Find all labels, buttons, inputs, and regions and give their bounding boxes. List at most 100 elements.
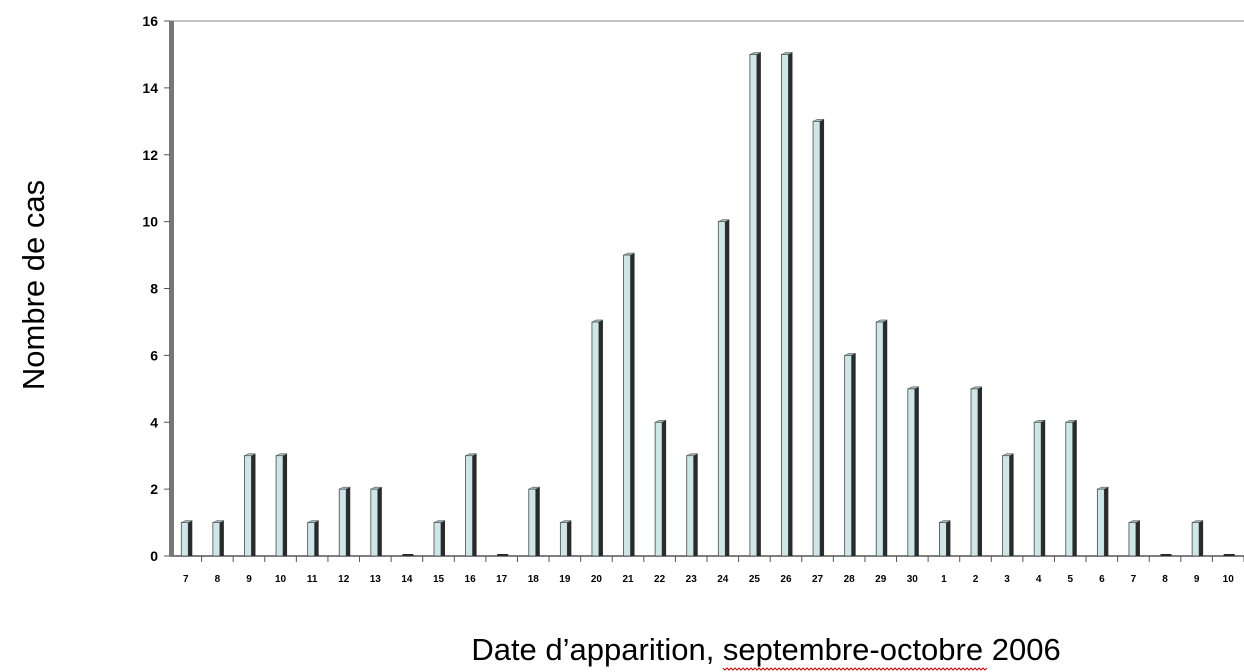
x-tick-label: 28: [844, 574, 856, 585]
bar-side: [630, 253, 635, 556]
bar: [275, 453, 288, 557]
bar-side: [441, 520, 445, 556]
x-tick-label: 12: [338, 574, 350, 585]
bar-face-zero: [1223, 554, 1235, 556]
x-tick-label: 23: [686, 574, 698, 585]
bar-top: [970, 386, 983, 390]
bar: [402, 554, 414, 556]
y-tick-label: 0: [150, 548, 158, 564]
bar: [433, 520, 446, 557]
bar-face: [1128, 522, 1137, 557]
bar: [497, 554, 509, 556]
bar-face: [370, 488, 379, 557]
bar-top: [591, 319, 604, 323]
bar: [875, 319, 888, 557]
x-axis-ticks: 7 8 9 10 11 12 13 14 15 16 17 18 19 20 21 22 23 24 25 26 27 2…: [183, 556, 1244, 585]
bar: [1191, 520, 1204, 557]
bar-face: [970, 388, 979, 557]
bar-side: [883, 319, 888, 556]
bar-face: [1065, 421, 1074, 557]
bar-face: [244, 455, 252, 557]
bar-top: [1002, 453, 1014, 456]
chart-axes: [169, 20, 1244, 557]
x-tick-label: 8: [215, 574, 221, 585]
bar-face-zero: [1160, 554, 1172, 556]
x-tick-label: 9: [246, 574, 252, 585]
x-tick-label: 27: [812, 574, 824, 585]
bar-side: [725, 219, 730, 556]
y-tick-label: 16: [142, 13, 158, 29]
bar-top: [686, 453, 698, 456]
x-tick-label: 30: [907, 574, 919, 585]
x-tick-label: 2: [973, 574, 979, 585]
x-axis-title-months: septembre-octobre: [723, 632, 983, 667]
x-tick-label: 10: [275, 574, 287, 585]
bar: [244, 453, 256, 557]
bar-side: [472, 453, 477, 556]
bar: [939, 520, 951, 557]
bar: [717, 219, 730, 557]
bar: [749, 52, 761, 557]
bar-face: [1191, 522, 1200, 557]
bar: [781, 52, 793, 557]
bar-face-zero: [402, 554, 414, 556]
bar: [370, 486, 382, 557]
bar-top: [812, 119, 825, 122]
bar-face: [465, 455, 473, 557]
bar-top: [655, 420, 667, 423]
bar-face: [1096, 488, 1105, 557]
x-tick-label: 26: [780, 574, 792, 585]
bar: [528, 486, 540, 557]
bar-top: [749, 52, 761, 55]
bar-face-zero: [497, 554, 509, 556]
bar-face: [433, 522, 442, 557]
bar-side: [1041, 420, 1046, 556]
bar-top: [1097, 486, 1109, 490]
x-tick-label: 25: [749, 574, 761, 585]
bar: [970, 386, 983, 557]
y-axis-wall: [169, 21, 174, 556]
bar-top: [781, 52, 793, 55]
y-tick-label: 14: [142, 80, 158, 96]
bar: [307, 520, 319, 557]
bar: [907, 386, 919, 557]
bar-face: [686, 455, 695, 557]
bar-face: [907, 388, 916, 557]
bar-top: [1034, 420, 1046, 423]
x-tick-label: 1: [941, 574, 947, 585]
bar-side: [251, 453, 256, 556]
bar-side: [1135, 520, 1140, 556]
bar-side: [851, 353, 856, 556]
bar-top: [907, 386, 919, 390]
y-tick-label: 8: [150, 281, 158, 297]
y-tick-label: 6: [150, 347, 158, 363]
x-tick-label: 9: [1194, 574, 1200, 585]
bar-top: [1128, 520, 1141, 523]
x-tick-label: 4: [1036, 574, 1042, 585]
bar: [559, 520, 572, 557]
bar-face: [528, 488, 537, 557]
bar-side: [946, 520, 951, 556]
bar: [1096, 486, 1109, 557]
bar-side: [377, 487, 382, 556]
bar-top: [1192, 520, 1204, 523]
y-tick-label: 4: [150, 414, 158, 430]
x-tick-label: 15: [433, 574, 445, 585]
bar-face: [875, 321, 884, 557]
bar-face: [623, 254, 631, 557]
bar-side: [820, 119, 825, 556]
bar-face: [275, 455, 284, 557]
bar: [812, 119, 825, 557]
bar: [338, 486, 351, 557]
bar: [654, 420, 667, 557]
bar-top: [339, 486, 351, 490]
spellcheck-underline: [722, 667, 988, 671]
bar-top: [433, 520, 446, 523]
x-tick-label: 13: [370, 574, 382, 585]
x-axis-title-year: 2006: [983, 632, 1061, 667]
bar: [686, 453, 698, 557]
x-tick-label: 10: [1223, 574, 1235, 585]
bar-side: [1009, 453, 1014, 556]
bar-side: [914, 386, 919, 556]
